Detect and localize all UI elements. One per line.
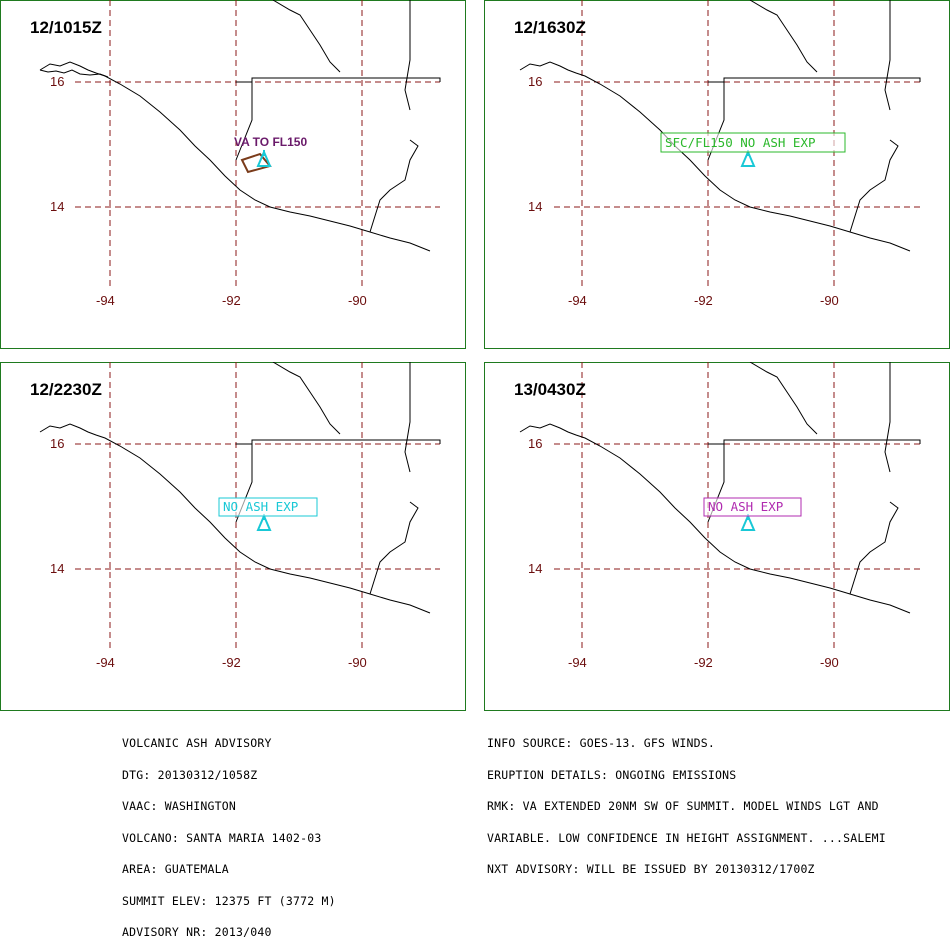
lon-label-90: -90 [348, 655, 367, 670]
advisory-line: VAAC: WASHINGTON [122, 799, 236, 813]
panel-timestamp: 13/0430Z [514, 380, 586, 399]
ash-label: NO ASH EXP [708, 499, 783, 514]
map-panel-4: NO ASH EXP 16 14 -94 -92 -90 13/0430Z [484, 362, 950, 712]
lon-label-90: -90 [348, 293, 367, 308]
ash-label-box [218, 497, 318, 517]
map-svg: NO ASH EXP 16 14 -94 -92 -90 13/0430Z [484, 362, 950, 711]
panel-frame [484, 0, 950, 349]
advisory-line: ERUPTION DETAILS: ONGOING EMISSIONS [487, 767, 737, 782]
volcano-triangle-icon [256, 149, 272, 167]
coastline [39, 0, 441, 252]
advisory-line: SUMMIT ELEV: 12375 FT (3772 M) [122, 893, 336, 908]
coastline [519, 362, 921, 614]
panel-frame [484, 362, 950, 711]
lat-lon-grid [75, 0, 440, 290]
lon-label-90: -90 [820, 655, 839, 670]
lon-label-92: -92 [694, 293, 713, 308]
panel-frame [0, 0, 466, 349]
coastline [519, 0, 921, 252]
lat-label-14: 14 [528, 561, 542, 576]
ash-label: VA TO FL150 [234, 135, 307, 149]
lon-label-94: -94 [96, 293, 115, 308]
lat-label-16: 16 [50, 436, 64, 451]
advisory-line: RMK: VA EXTENDED 20NM SW OF SUMMIT. MODE… [487, 799, 879, 813]
lon-label-92: -92 [222, 655, 241, 670]
panel-timestamp: 12/1015Z [30, 18, 102, 37]
lon-label-90: -90 [820, 293, 839, 308]
advisory-line: ADVISORY NR: 2013/040 [122, 925, 272, 939]
advisory-line: AREA: GUATEMALA [122, 862, 229, 876]
panel-frame [0, 362, 466, 711]
lat-label-16: 16 [50, 74, 64, 89]
advisory-details-block: INFO SOURCE: GOES-13. GFS WINDS. ERUPTIO… [487, 717, 886, 885]
advisory-header-block: VOLCANIC ASH ADVISORY DTG: 20130312/1058… [122, 717, 336, 948]
map-svg: NO ASH EXP 16 14 -94 -92 -90 12/2230Z [0, 362, 466, 711]
panel-timestamp: 12/2230Z [30, 380, 102, 399]
lat-label-16: 16 [528, 74, 542, 89]
map-panel-1: VA TO FL150 16 14 -94 -92 -90 12/1015Z [0, 0, 466, 350]
map-svg: SFC/FL150 NO ASH EXP 16 14 -94 -92 -90 1… [484, 0, 950, 349]
lat-label-16: 16 [528, 436, 542, 451]
lon-label-94: -94 [568, 293, 587, 308]
lat-label-14: 14 [528, 199, 542, 214]
ash-label-box [660, 132, 846, 153]
lon-label-94: -94 [96, 655, 115, 670]
ash-label: NO ASH EXP [223, 499, 298, 514]
advisory-line: VOLCANO: SANTA MARIA 1402-03 [122, 830, 322, 845]
advisory-line: INFO SOURCE: GOES-13. GFS WINDS. [487, 736, 715, 750]
lon-label-92: -92 [694, 655, 713, 670]
lon-label-92: -92 [222, 293, 241, 308]
ash-label-box [703, 497, 802, 517]
lon-label-94: -94 [568, 655, 587, 670]
map-panel-2: SFC/FL150 NO ASH EXP 16 14 -94 -92 -90 1… [484, 0, 950, 350]
map-svg: VA TO FL150 16 14 -94 -92 -90 12/1015Z [0, 0, 466, 349]
ash-label: SFC/FL150 NO ASH EXP [665, 135, 816, 150]
advisory-line: DTG: 20130312/1058Z [122, 767, 258, 782]
advisory-line: VOLCANIC ASH ADVISORY [122, 736, 272, 750]
coastline [39, 362, 441, 614]
advisory-line: NXT ADVISORY: WILL BE ISSUED BY 20130312… [487, 862, 815, 876]
panel-timestamp: 12/1630Z [514, 18, 586, 37]
map-panel-3: NO ASH EXP 16 14 -94 -92 -90 12/2230Z [0, 362, 466, 712]
lat-label-14: 14 [50, 199, 64, 214]
lat-label-14: 14 [50, 561, 64, 576]
advisory-line: VARIABLE. LOW CONFIDENCE IN HEIGHT ASSIG… [487, 830, 886, 845]
